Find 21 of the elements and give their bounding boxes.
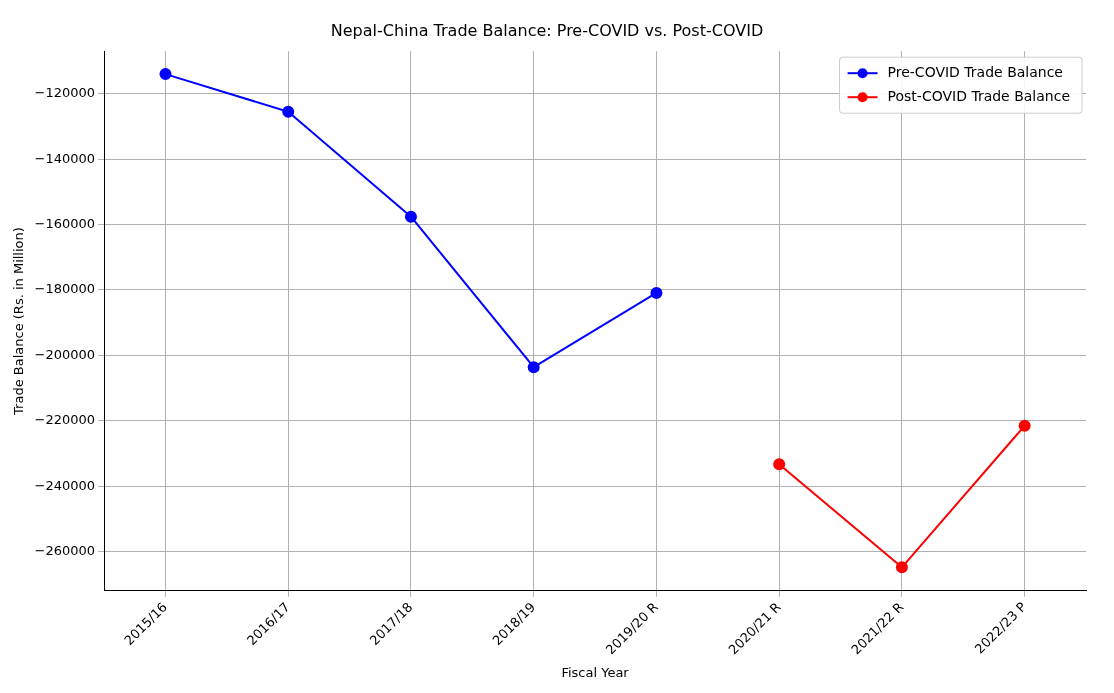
point bbox=[282, 105, 295, 118]
point bbox=[404, 210, 417, 223]
legend-label: Pre-COVID Trade Balance bbox=[887, 63, 1063, 80]
x-axis-title: Fiscal Year bbox=[561, 664, 630, 680]
y-tick-label: −240000 bbox=[34, 477, 96, 493]
point bbox=[773, 458, 786, 471]
point bbox=[1018, 419, 1031, 432]
y-tick-label: −160000 bbox=[34, 215, 96, 231]
point bbox=[895, 561, 908, 574]
y-axis-title: Trade Balance (Rs. in Million) bbox=[11, 227, 27, 416]
y-tick-label: −120000 bbox=[34, 85, 96, 101]
point bbox=[159, 68, 172, 81]
point bbox=[650, 286, 663, 299]
legend-label: Post-COVID Trade Balance bbox=[887, 87, 1071, 104]
y-tick-label: −180000 bbox=[34, 281, 96, 297]
y-tick-label: −200000 bbox=[34, 346, 96, 362]
y-tick-label: −260000 bbox=[34, 543, 96, 558]
y-tick-label: −220000 bbox=[34, 412, 96, 428]
point bbox=[527, 361, 540, 374]
y-tick-label: −140000 bbox=[34, 150, 96, 166]
chart-title: Nepal-China Trade Balance: Pre-COVID vs. Post-COVID bbox=[330, 20, 764, 40]
